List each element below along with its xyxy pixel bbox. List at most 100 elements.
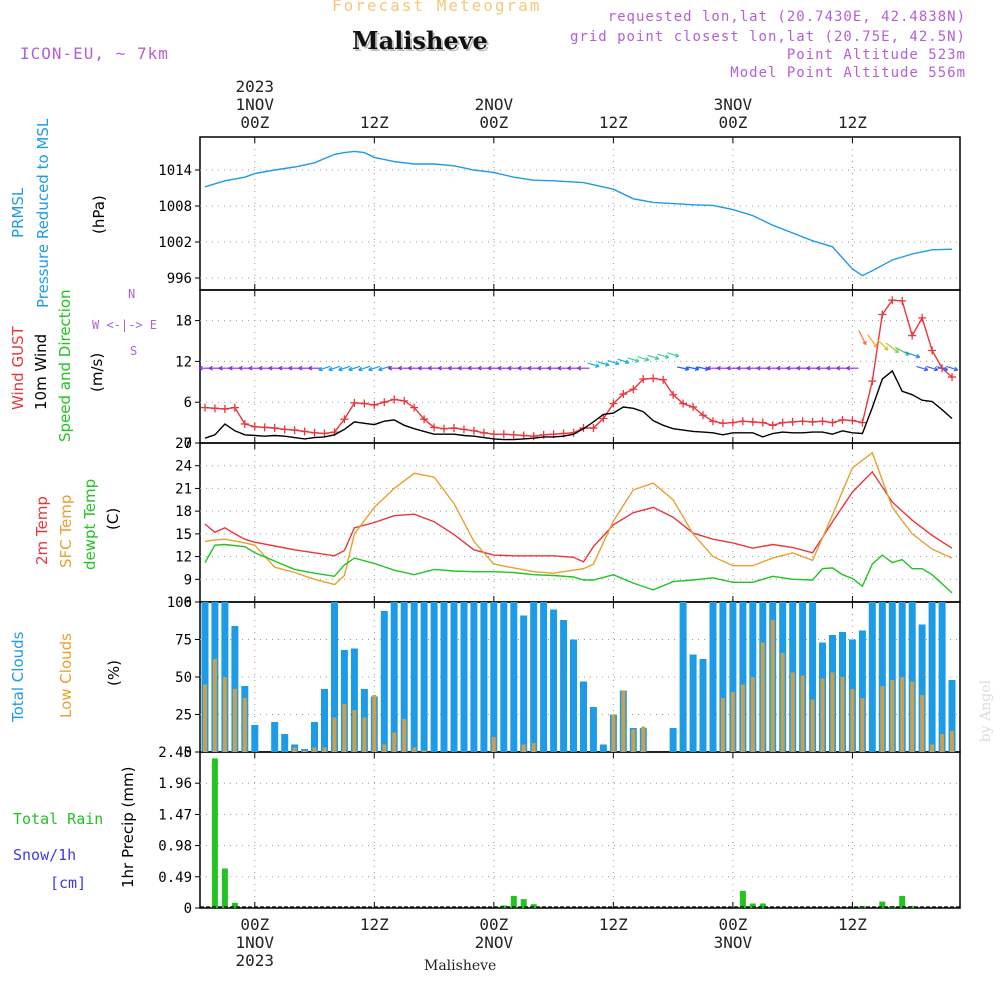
gust-marker: [350, 398, 359, 407]
point-altitude: Point Altitude 523m: [786, 47, 966, 63]
bar-total-clouds: [689, 654, 697, 752]
bar-low-clouds: [422, 750, 427, 752]
bar-low-clouds: [750, 677, 755, 752]
gust-marker: [380, 398, 389, 407]
bar-total-clouds: [739, 602, 747, 752]
top-hour-label: 12Z: [599, 113, 628, 132]
location-title: Malisheve: [352, 26, 488, 55]
wind-direction-arrow: [858, 330, 867, 346]
bottom-day-label: 1NOV: [236, 933, 275, 952]
gust-marker: [848, 416, 857, 425]
bar-low-clouds: [352, 710, 357, 752]
bar-total-clouds: [709, 602, 717, 752]
bar-total-clouds: [550, 609, 558, 752]
y-tick-label: 1014: [158, 163, 192, 179]
bar-total-clouds: [589, 707, 597, 752]
bar-low-clouds: [840, 677, 845, 752]
model-altitude: Model Point Altitude 556m: [730, 65, 966, 81]
gust-marker: [609, 399, 618, 408]
bar-low-clouds: [950, 731, 954, 752]
bar-total-clouds: [719, 602, 727, 752]
compass-n: N: [128, 287, 136, 301]
gust-marker: [619, 390, 628, 399]
gust-marker: [928, 346, 937, 355]
footer-location: Malisheve: [424, 958, 497, 974]
bar-total-clouds: [679, 602, 687, 752]
y-tick-label: 0: [184, 901, 192, 917]
bottom-hour-label: 00Z: [479, 915, 508, 934]
gust-marker: [449, 424, 458, 433]
gust-marker: [280, 425, 289, 434]
wind-direction-arrow: [667, 352, 680, 358]
y-tick-label: 75: [175, 633, 192, 649]
gust-marker: [220, 405, 229, 413]
bar-total-clouds: [490, 602, 498, 752]
bar-low-clouds: [412, 747, 417, 752]
bar-total-clouds: [918, 624, 926, 752]
bottom-day-label: 2NOV: [475, 933, 514, 952]
legend-total-rain: Total Rain: [13, 810, 104, 828]
bar-total-rain: [221, 868, 228, 908]
bar-total-clouds: [331, 602, 338, 752]
bar-low-clouds: [521, 744, 526, 752]
bar-low-clouds: [900, 677, 905, 752]
wind-direction-arrow: [587, 362, 600, 368]
bar-total-clouds: [928, 602, 936, 752]
bar-low-clouds: [242, 698, 247, 752]
wind-direction-arrow: [846, 365, 859, 371]
gust-marker: [200, 403, 209, 412]
bar-total-rain: [909, 906, 916, 908]
bar-total-clouds: [699, 659, 707, 752]
bar-low-clouds: [621, 690, 626, 752]
bar-total-clouds: [321, 689, 328, 752]
gust-marker: [340, 415, 349, 424]
wind-direction-arrow: [318, 365, 331, 372]
gust-marker: [878, 310, 887, 319]
top-day-label: 3NOV: [714, 95, 753, 114]
gust-marker: [699, 411, 708, 420]
y-tick-label: 0.49: [158, 870, 192, 886]
y-tick-label: 0.98: [158, 839, 192, 855]
top-year-label: 2023: [236, 77, 275, 96]
y-tick-label: 1008: [158, 199, 192, 215]
series-line-10m-wind: [204, 369, 953, 441]
bar-total-clouds: [311, 722, 318, 752]
wind-direction-arrow: [358, 365, 371, 372]
bottom-year-label: 2023: [236, 951, 275, 970]
bar-total-clouds: [251, 725, 259, 752]
y-tick-label: 1.47: [158, 807, 192, 823]
bar-total-clouds: [948, 680, 956, 752]
gust-marker: [808, 417, 817, 426]
gust-marker: [599, 414, 608, 423]
bar-total-clouds: [809, 602, 817, 752]
compass-s: S: [130, 344, 138, 358]
wind-direction-arrow: [328, 365, 341, 372]
bar-low-clouds: [830, 672, 835, 752]
y-tick-label: 6: [184, 395, 192, 411]
gust-marker: [270, 424, 279, 433]
gust-marker: [479, 428, 488, 437]
wind-direction-arrow: [577, 365, 590, 371]
top-hour-label: 00Z: [718, 113, 747, 132]
bar-low-clouds: [212, 659, 217, 752]
bar-low-clouds: [800, 675, 805, 752]
gust-marker: [858, 418, 867, 427]
bar-total-clouds: [530, 602, 538, 752]
bar-low-clouds: [860, 698, 865, 752]
gust-marker: [440, 424, 449, 433]
gust-marker: [908, 331, 917, 340]
gust-marker: [888, 296, 897, 305]
bar-low-clouds: [920, 695, 925, 752]
bar-low-clouds: [940, 734, 945, 752]
wind-direction-arrow: [627, 357, 640, 363]
y-tick-label: 0: [184, 436, 192, 452]
bar-low-clouds: [362, 717, 367, 752]
bar-total-rain: [211, 758, 218, 908]
gust-marker: [728, 418, 737, 427]
bar-low-clouds: [760, 642, 765, 752]
gust-marker: [868, 377, 877, 386]
gust-marker: [798, 417, 807, 426]
wind-direction-arrow: [687, 366, 700, 372]
bar-low-clouds: [322, 747, 327, 752]
